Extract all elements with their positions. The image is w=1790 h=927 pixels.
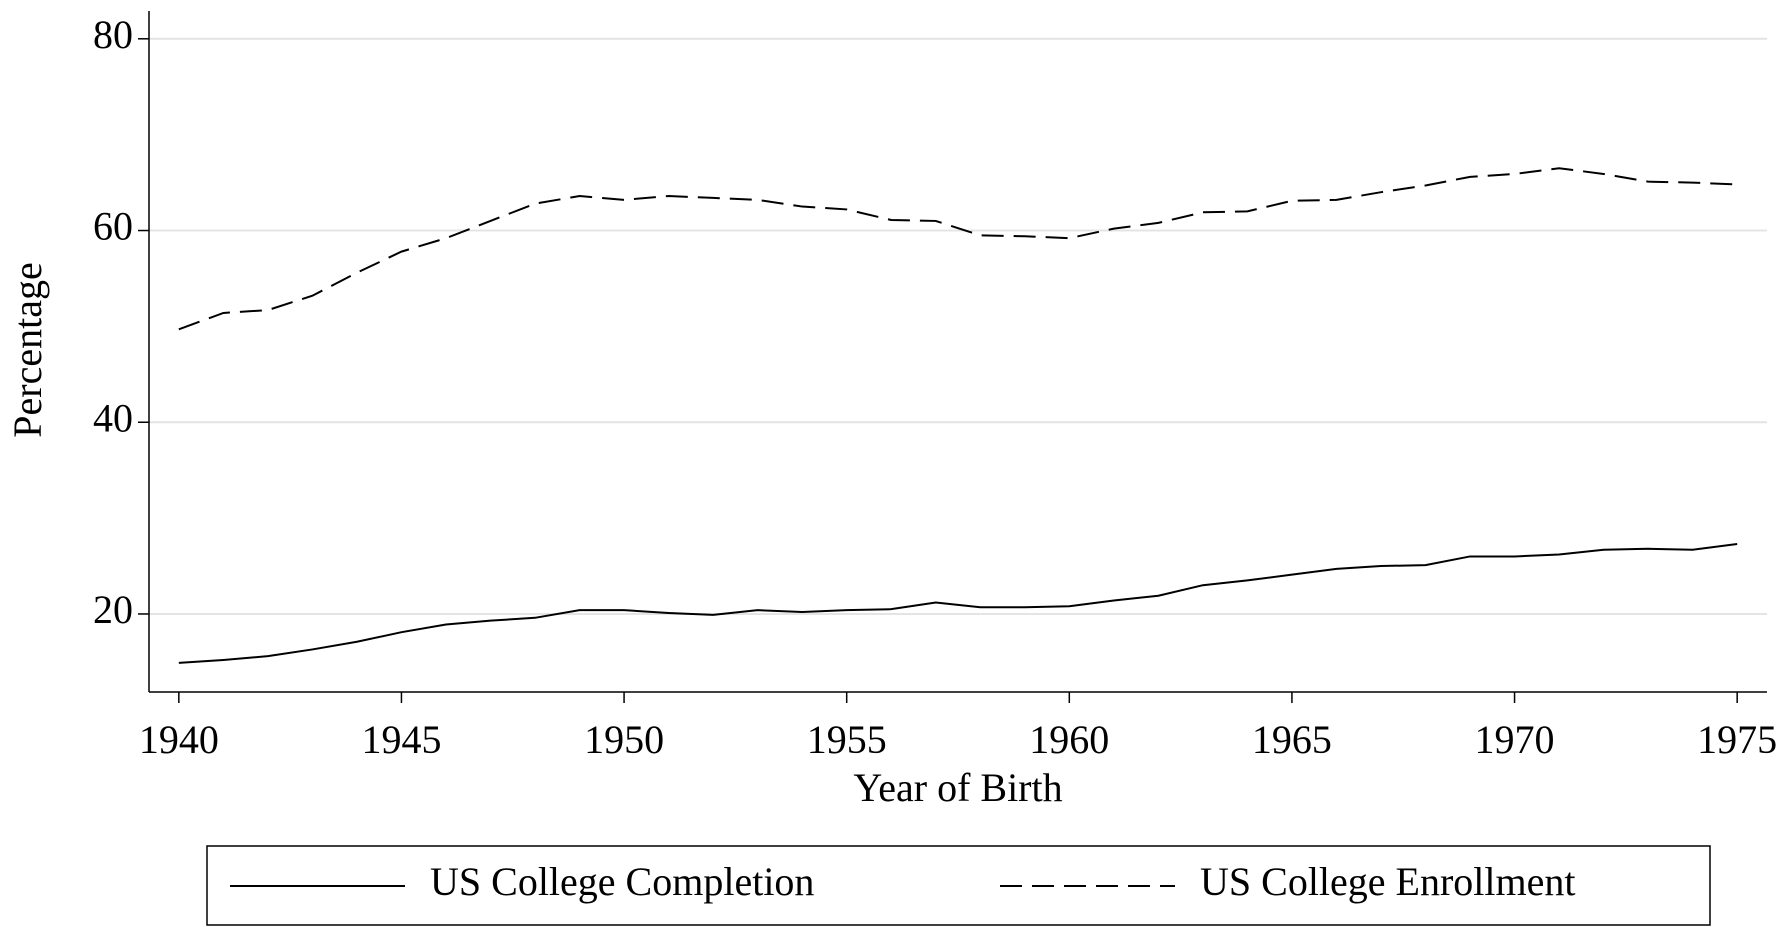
x-tick-label: 1965 bbox=[1252, 717, 1332, 762]
line-series bbox=[178, 542, 1738, 664]
x-tick-label: 1970 bbox=[1475, 717, 1555, 762]
y-tick-label: 60 bbox=[93, 204, 133, 249]
x-tick-label: 1975 bbox=[1697, 717, 1777, 762]
y-axis-title: Percentage bbox=[5, 262, 50, 437]
x-axis-title: Year of Birth bbox=[853, 765, 1062, 810]
legend-label: US College Enrollment bbox=[1200, 859, 1576, 904]
x-tick-label: 1960 bbox=[1029, 717, 1109, 762]
legend-label: US College Completion bbox=[430, 859, 814, 904]
x-tick-label: 1940 bbox=[139, 717, 219, 762]
line-series bbox=[178, 167, 1738, 331]
legend-box bbox=[206, 845, 1711, 926]
y-tick-label: 40 bbox=[93, 395, 133, 440]
x-tick-label: 1955 bbox=[807, 717, 887, 762]
y-tick-label: 20 bbox=[93, 587, 133, 632]
x-tick-label: 1945 bbox=[361, 717, 441, 762]
x-tick-label: 1950 bbox=[584, 717, 664, 762]
y-tick-label: 80 bbox=[93, 12, 133, 57]
